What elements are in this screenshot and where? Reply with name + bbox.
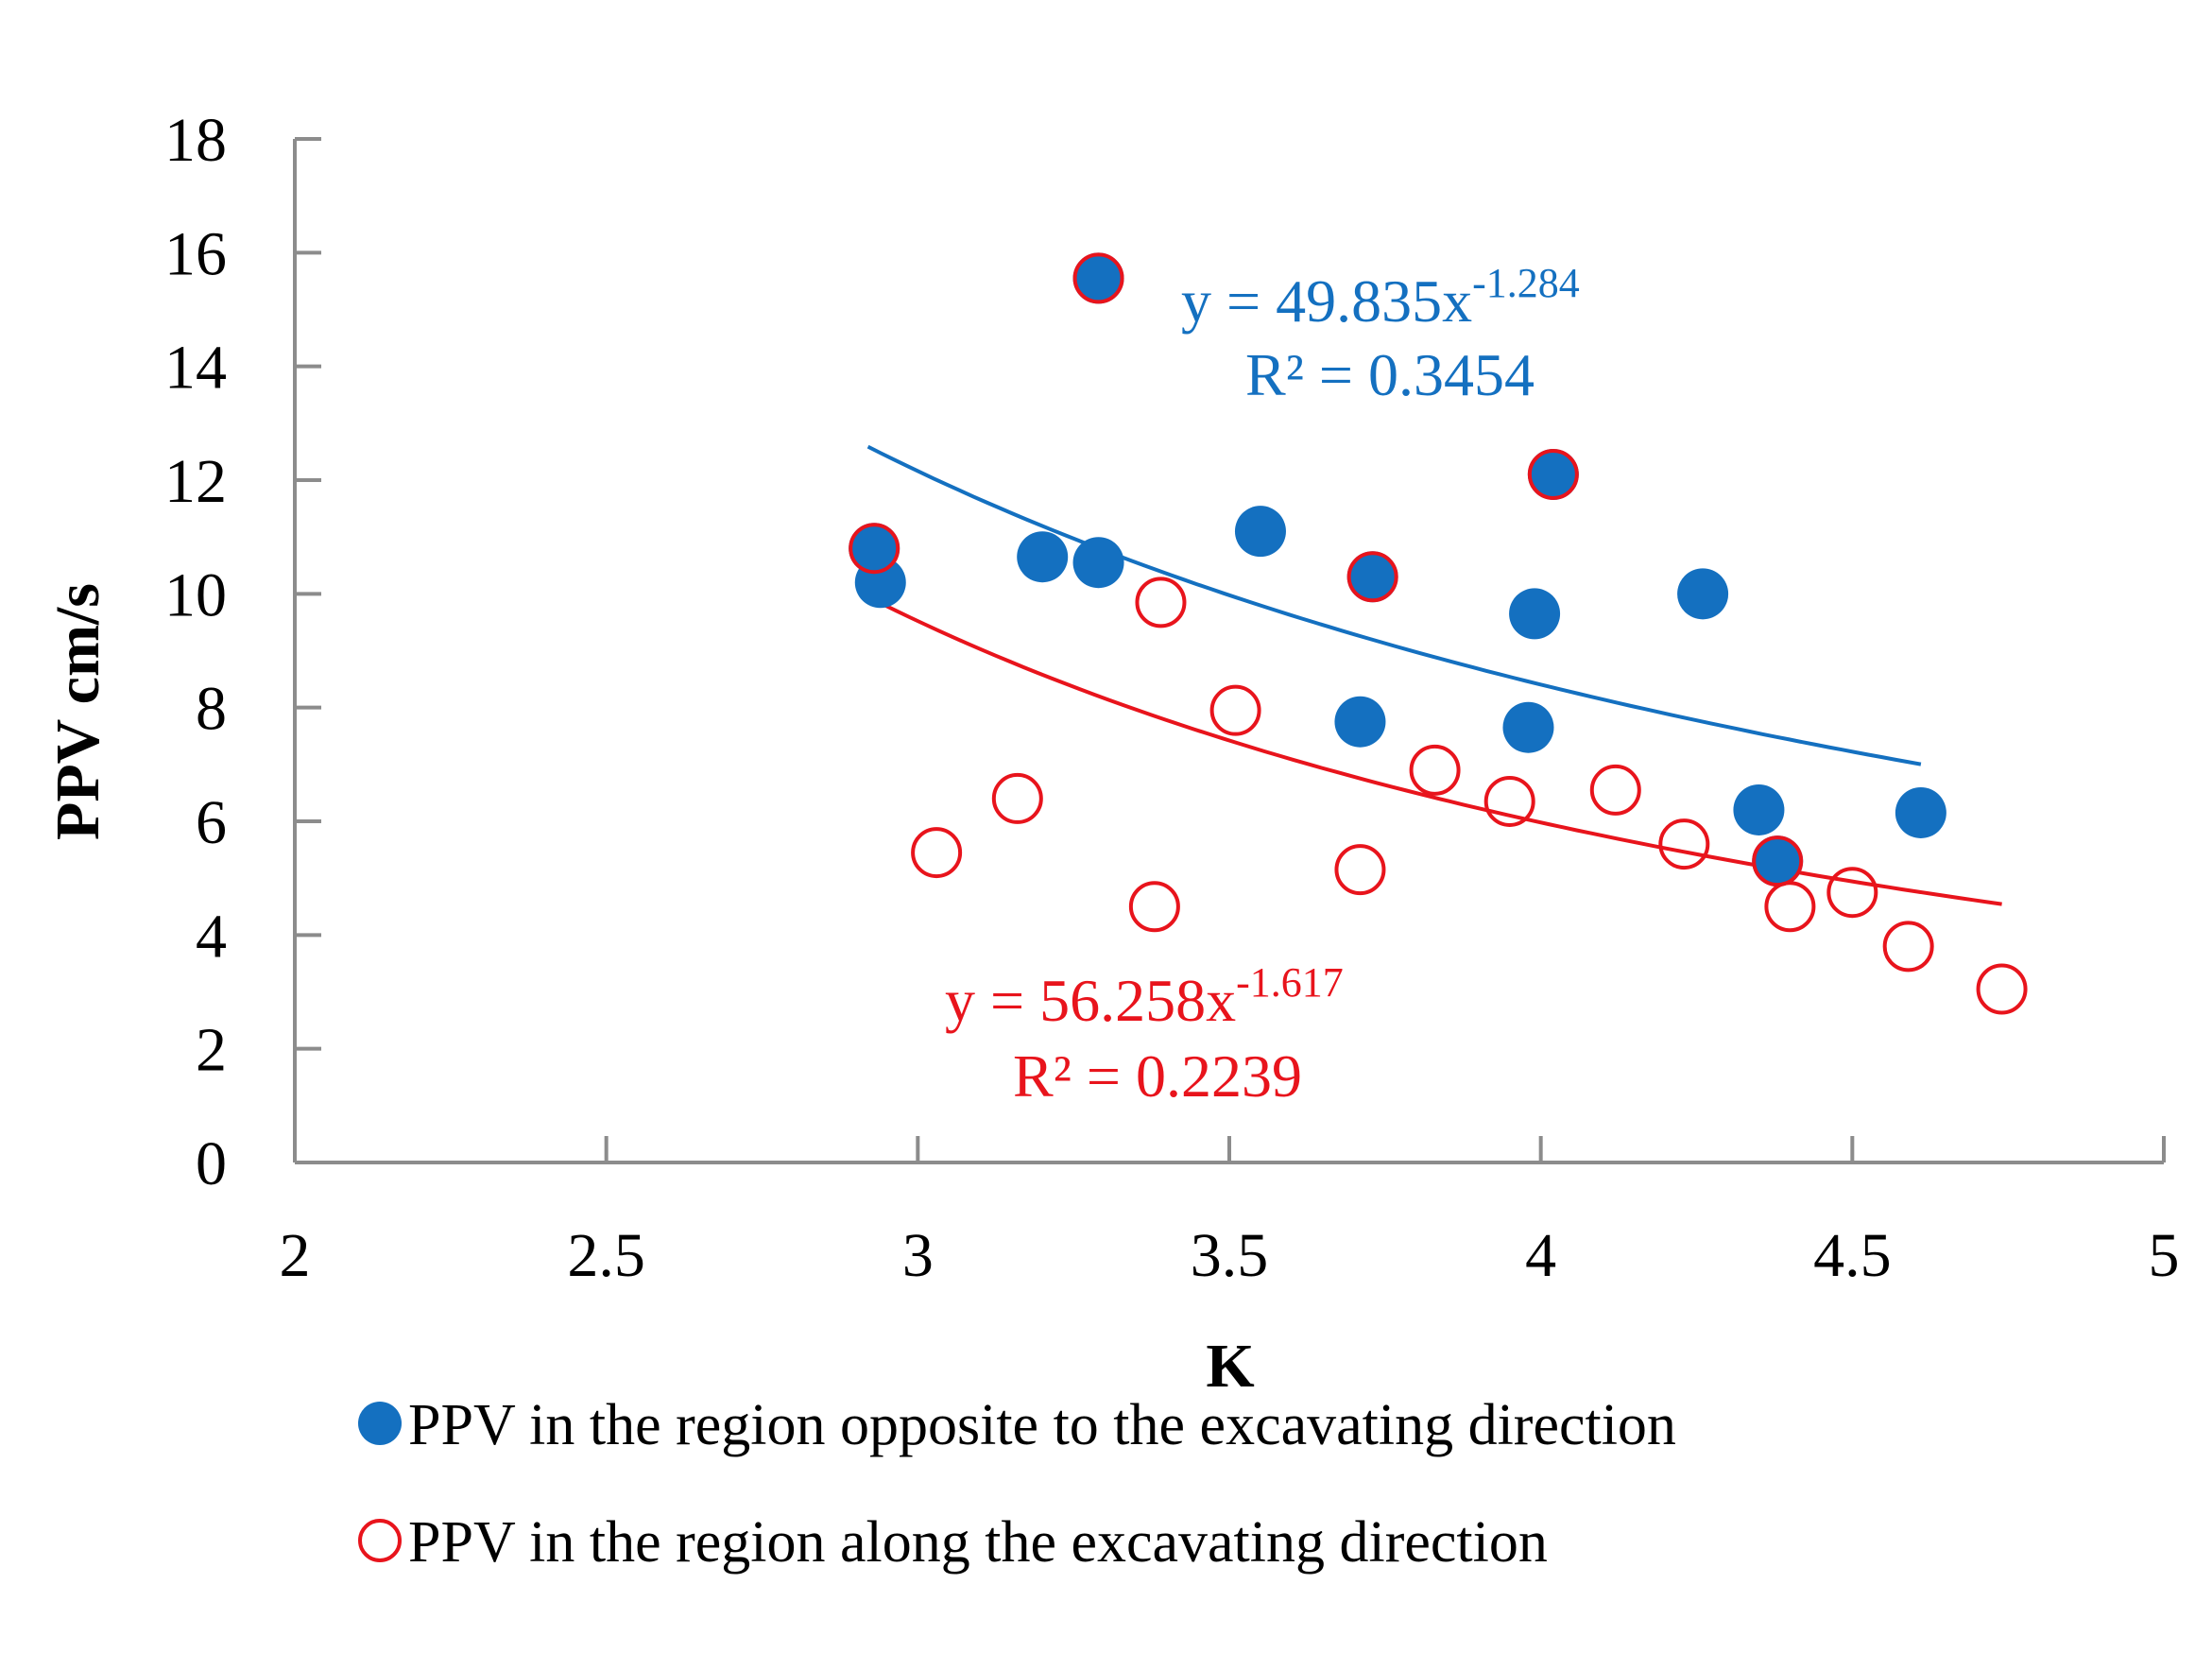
equation-opposite: y = 49.835x xyxy=(1181,267,1472,335)
point-opposite xyxy=(1346,551,1398,603)
point-along xyxy=(1658,818,1710,870)
x-tick-label: 3.5 xyxy=(1191,1221,1269,1290)
x-tick-label: 4.5 xyxy=(1813,1221,1892,1290)
point-opposite xyxy=(1733,783,1785,835)
legend-item-opposite: PPV in the region opposite to the excava… xyxy=(358,1393,1676,1457)
r-squared-along: R² = 0.2239 xyxy=(1013,1042,1302,1110)
point-along xyxy=(1826,867,1878,919)
y-tick-label: 0 xyxy=(196,1129,227,1198)
point-along xyxy=(1589,764,1641,816)
y-tick-label: 4 xyxy=(196,902,227,971)
point-opposite xyxy=(849,523,900,575)
y-tick-label: 16 xyxy=(164,219,227,288)
point-along xyxy=(1409,744,1461,796)
trendline-equation-along: y = 56.258x-1.617 R² = 0.2239 xyxy=(945,959,1344,1110)
point-opposite xyxy=(1072,537,1124,589)
y-tick-label: 14 xyxy=(164,334,227,403)
x-tick-label: 4 xyxy=(1525,1221,1556,1290)
point-along xyxy=(1128,881,1180,933)
point-along xyxy=(1346,551,1398,603)
point-opposite xyxy=(1677,568,1729,620)
point-opposite xyxy=(1509,588,1561,640)
equation-along: y = 56.258x xyxy=(945,967,1236,1034)
data-points xyxy=(849,252,2028,1015)
x-tick-label: 2.5 xyxy=(567,1221,645,1290)
x-axis-title: K xyxy=(1206,1332,1254,1401)
y-tick-label: 6 xyxy=(196,788,227,857)
point-along xyxy=(1209,684,1261,736)
y-tick-label: 12 xyxy=(164,447,227,516)
y-axis-title: PPV cm/s xyxy=(43,583,112,840)
point-opposite xyxy=(1752,835,1804,887)
y-tick-label: 8 xyxy=(196,675,227,744)
point-opposite xyxy=(1072,252,1124,304)
trendline-equation-opposite: y = 49.835x-1.284 R² = 0.3454 xyxy=(1181,260,1580,408)
point-along xyxy=(1882,921,1934,973)
x-tick-label: 5 xyxy=(2149,1221,2180,1290)
trendline-opposite xyxy=(866,444,1922,766)
point-along xyxy=(1764,881,1816,933)
point-opposite xyxy=(1234,506,1286,558)
legend-marker-opposite xyxy=(358,1402,402,1445)
legend-label-along: PPV in the region along the excavating d… xyxy=(408,1510,1548,1575)
legend-item-along: PPV in the region along the excavating d… xyxy=(358,1510,1548,1575)
y-axis-ticks: 0 2 4 6 8 10 12 14 16 18 xyxy=(164,106,321,1198)
point-opposite xyxy=(1334,696,1386,748)
svg-text:y = 49.835x-1.284: y = 49.835x-1.284 xyxy=(1181,260,1580,335)
point-along xyxy=(911,827,963,879)
point-along xyxy=(849,523,900,575)
point-along xyxy=(1135,577,1187,628)
x-axis-ticks: 2 2.5 3 3.5 4 4.5 5 xyxy=(280,1136,2180,1290)
point-along xyxy=(1072,252,1124,304)
point-opposite xyxy=(1527,448,1579,500)
trendlines xyxy=(866,444,2002,906)
y-tick-label: 10 xyxy=(164,560,227,629)
point-opposite xyxy=(1895,786,1946,838)
point-along xyxy=(1483,775,1535,827)
x-tick-label: 2 xyxy=(280,1221,311,1290)
point-opposite xyxy=(1017,531,1069,583)
x-tick-label: 3 xyxy=(902,1221,934,1290)
point-opposite xyxy=(1502,701,1554,753)
y-tick-label: 18 xyxy=(164,106,227,175)
exponent-opposite: -1.284 xyxy=(1472,260,1580,306)
svg-text:y = 56.258x-1.617: y = 56.258x-1.617 xyxy=(945,959,1344,1034)
point-along xyxy=(1976,963,2028,1015)
legend-label-opposite: PPV in the region opposite to the excava… xyxy=(408,1393,1676,1457)
point-along xyxy=(1527,448,1579,500)
trendline-along xyxy=(866,594,2002,906)
legend: PPV in the region opposite to the excava… xyxy=(358,1393,1676,1575)
point-along xyxy=(991,772,1043,824)
legend-marker-along xyxy=(358,1519,402,1562)
y-tick-label: 2 xyxy=(196,1016,227,1085)
r-squared-opposite: R² = 0.3454 xyxy=(1245,341,1535,408)
exponent-along: -1.617 xyxy=(1236,959,1344,1006)
point-along xyxy=(1334,844,1386,896)
